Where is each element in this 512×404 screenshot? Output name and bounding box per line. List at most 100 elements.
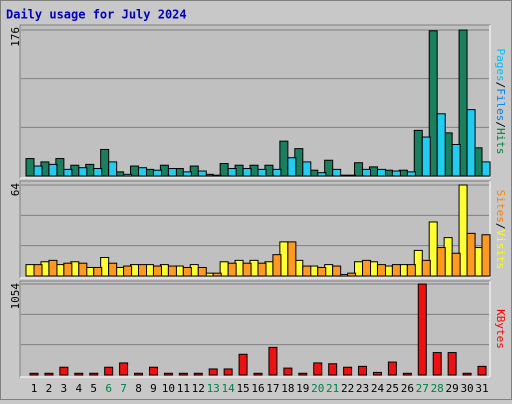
x-tick-label: 7 (120, 382, 127, 395)
y-axis-label-part: Pages (494, 49, 507, 82)
y-axis-label-part: / (494, 223, 507, 230)
bar (298, 372, 308, 376)
bar (436, 113, 446, 177)
y-axis-label: KBytes (494, 309, 507, 349)
bar (347, 174, 357, 177)
y-axis-label-part: Visits (494, 230, 507, 270)
bar (481, 234, 491, 277)
bar (74, 372, 84, 376)
x-tick-label: 26 (401, 382, 414, 395)
bar (376, 264, 386, 277)
x-tick-label: 18 (281, 382, 294, 395)
bar (78, 167, 88, 177)
bar (59, 366, 69, 376)
bar (391, 170, 401, 177)
bar (387, 361, 397, 376)
x-tick-label: 12 (192, 382, 205, 395)
x-tick-label: 28 (431, 382, 444, 395)
bar (227, 168, 237, 177)
y-axis-label-part: / (494, 121, 507, 128)
bar (119, 362, 129, 376)
panel (19, 280, 491, 378)
x-tick-label: 25 (386, 382, 399, 395)
bar (413, 129, 423, 177)
x-tick-label: 3 (61, 382, 68, 395)
bar (332, 265, 342, 277)
bar (104, 366, 114, 376)
x-tick-label: 5 (90, 382, 97, 395)
bar (227, 262, 237, 277)
bar (93, 168, 103, 177)
x-tick-label: 11 (177, 382, 190, 395)
x-tick-label: 17 (266, 382, 279, 395)
bar (332, 168, 342, 177)
bar (182, 171, 192, 177)
bar (33, 165, 43, 177)
panel (19, 24, 491, 179)
bar (447, 352, 457, 376)
bar (242, 168, 252, 177)
bar (138, 264, 148, 277)
bar (287, 157, 297, 177)
bar (313, 362, 323, 376)
bar (466, 232, 476, 277)
y-axis-label: Pages/Files/Hits (494, 49, 507, 155)
bar (89, 372, 99, 376)
x-tick-label: 1 (31, 382, 38, 395)
y-axis-label: Sites/Visits (494, 190, 507, 270)
bar (362, 168, 372, 177)
x-tick-label: 22 (341, 382, 354, 395)
bar (428, 30, 438, 177)
bar (242, 262, 252, 277)
y-axis-label-part: KBytes (494, 309, 507, 349)
x-tick-label: 19 (296, 382, 309, 395)
bar (208, 368, 218, 376)
bar (362, 259, 372, 277)
y-tick-label: 64 (9, 183, 22, 197)
bar (324, 159, 334, 177)
bar (25, 264, 35, 277)
bar (481, 161, 491, 177)
bar (193, 372, 203, 376)
bar (406, 264, 416, 277)
x-tick-label: 31 (475, 382, 488, 395)
bar (458, 184, 468, 277)
bar (317, 172, 327, 177)
bar (287, 241, 297, 277)
bar (152, 169, 162, 177)
bar (466, 109, 476, 177)
bar (257, 262, 267, 277)
bar (347, 272, 357, 277)
bar (108, 161, 118, 177)
bar (432, 352, 442, 376)
chart-title: Daily usage for July 2024 (6, 8, 187, 22)
x-tick-label: 30 (460, 382, 473, 395)
bar (302, 265, 312, 277)
x-tick-label: 20 (311, 382, 324, 395)
bar (406, 171, 416, 177)
x-tick-label: 16 (251, 382, 264, 395)
y-tick-label: 1054 (9, 283, 22, 310)
x-tick-label: 21 (326, 382, 339, 395)
bar (163, 372, 173, 376)
bar (152, 265, 162, 277)
bar (283, 367, 293, 376)
bar (44, 372, 54, 376)
x-tick-label: 13 (207, 382, 220, 395)
bar (421, 259, 431, 277)
x-tick-label: 4 (75, 382, 82, 395)
bar (48, 259, 58, 277)
bar (212, 272, 222, 277)
bar (354, 162, 364, 177)
bar (272, 254, 282, 277)
bar (167, 265, 177, 277)
x-tick-label: 23 (356, 382, 369, 395)
bar (451, 252, 461, 277)
bar (138, 167, 148, 177)
bar (33, 264, 43, 277)
y-axis-label-part: Files (494, 88, 507, 121)
bar (458, 29, 468, 177)
y-axis-label-part: Hits (494, 128, 507, 155)
x-tick-label: 15 (236, 382, 249, 395)
